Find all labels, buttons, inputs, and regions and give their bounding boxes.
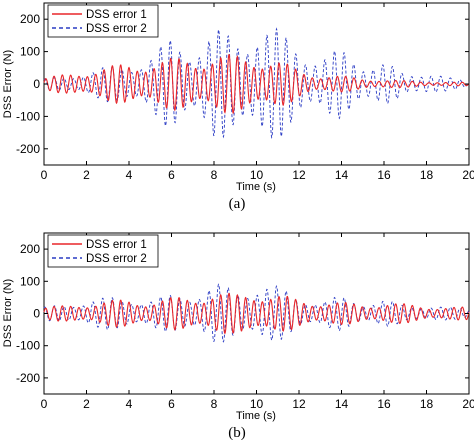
panel-b-x-tick-label-6: 6	[168, 397, 175, 411]
panel-a-x-tick-label-10: 10	[250, 168, 264, 182]
panel-b-y-axis-label: DSS Error (N)	[2, 279, 14, 347]
panel-a-legend-label-2: DSS error 2	[86, 23, 147, 35]
panel-b-legend-label-1: DSS error 1	[86, 239, 147, 251]
panel-b-series-1-line	[43, 292, 470, 335]
panel-a: 0 2 4 6 8 10 12 14 16 18 20 -200 -100 0 100 200 DSS err…	[2, 2, 474, 212]
panel-a-y-tick-label--200: -200	[16, 142, 40, 156]
panel-a-y-axis-label: DSS Error (N)	[2, 50, 14, 118]
panel-b-x-tick-label-16: 16	[377, 397, 391, 411]
panel-a-legend: DSS error 1 DSS error 2	[47, 4, 159, 38]
panel-b-x-axis-label: Time (s)	[236, 410, 276, 422]
panel-b-series	[43, 283, 470, 343]
panel-b-y-tick-label-200: 200	[20, 242, 40, 256]
panel-b-y-tick-label-0: 0	[33, 307, 40, 321]
panel-a-x-tick-label-12: 12	[292, 168, 306, 182]
panel-a-x-tick-label-4: 4	[126, 168, 133, 182]
panel-a-y-tick-label-0: 0	[33, 77, 40, 91]
panel-b-x-tick-label-20: 20	[462, 397, 474, 411]
panel-b-caption: (b)	[228, 425, 246, 440]
panel-b-y-tick-label-100: 100	[20, 274, 40, 288]
panel-a-caption: (a)	[229, 196, 246, 212]
panel-b-x-tick-label-12: 12	[292, 397, 306, 411]
panel-a-x-tick-label-18: 18	[420, 168, 434, 182]
panel-a-x-tick-label-6: 6	[168, 168, 175, 182]
panel-b-x-tick-label-2: 2	[83, 397, 90, 411]
panel-a-y-tick-label-200: 200	[20, 12, 40, 26]
panel-a-x-tick-label-8: 8	[211, 168, 218, 182]
panel-b-legend-label-2: DSS error 2	[86, 253, 147, 265]
panel-b-x-tick-label-14: 14	[335, 397, 349, 411]
panel-a-x-tick-label-0: 0	[41, 168, 48, 182]
panel-a-x-tick-label-14: 14	[335, 168, 349, 182]
panel-a-y-tick-label--100: -100	[16, 109, 40, 123]
panel-b-x-tick-label-18: 18	[420, 397, 434, 411]
panel-b-legend-box	[47, 234, 159, 268]
panel-b-y-tick-label--100: -100	[16, 339, 40, 353]
panel-b-x-tick-label-4: 4	[126, 397, 133, 411]
panel-b-legend: DSS error 1 DSS error 2	[47, 234, 159, 268]
panel-b-ticks: 0 2 4 6 8 10 12 14 16 18 20 -200 -100 0 100 200	[16, 233, 474, 411]
panel-b-x-tick-label-10: 10	[250, 397, 264, 411]
panel-a-x-tick-label-16: 16	[377, 168, 391, 182]
panel-a-x-tick-label-20: 20	[462, 168, 474, 182]
panel-a-y-tick-label-100: 100	[20, 45, 40, 59]
panel-a-legend-box	[47, 4, 159, 38]
panel-a-series-1-line	[43, 54, 470, 115]
panel-a-x-tick-label-2: 2	[83, 168, 90, 182]
panel-b-x-tick-label-0: 0	[41, 397, 48, 411]
panel-a-legend-label-1: DSS error 1	[86, 9, 147, 21]
panel-a-series	[43, 27, 470, 139]
panel-b: 0 2 4 6 8 10 12 14 16 18 20 -200 -100 0 100 200 DSS err…	[2, 232, 474, 440]
panel-b-x-tick-label-8: 8	[211, 397, 218, 411]
panel-b-y-tick-label--200: -200	[16, 371, 40, 385]
panel-a-x-axis-label: Time (s)	[236, 181, 276, 193]
